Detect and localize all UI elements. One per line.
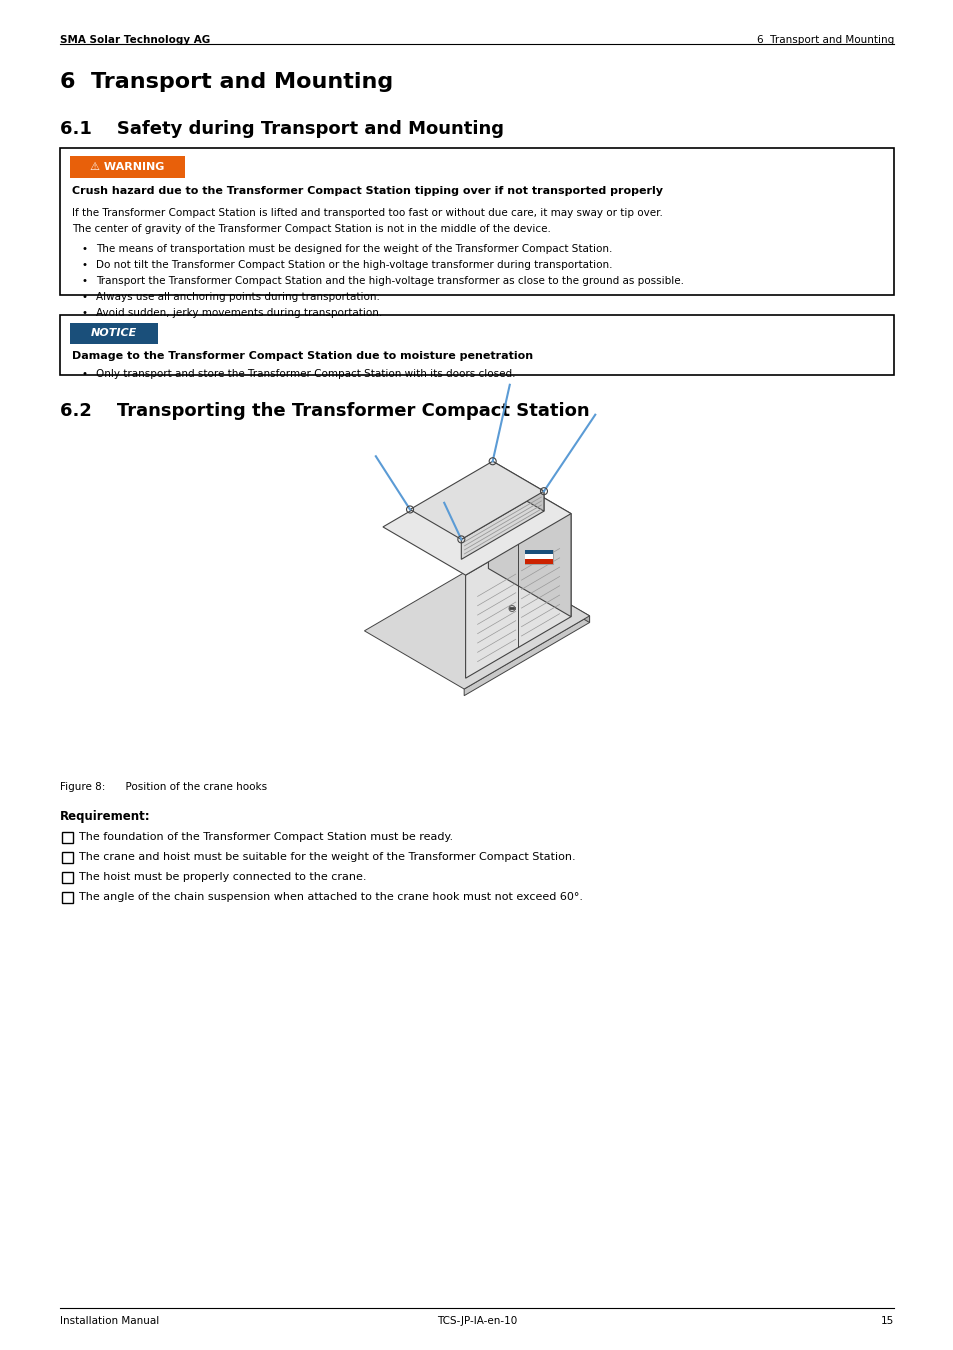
Polygon shape <box>461 491 543 559</box>
Polygon shape <box>488 466 571 617</box>
Polygon shape <box>465 513 571 678</box>
Text: •: • <box>82 308 88 319</box>
Text: •: • <box>82 244 88 254</box>
Text: ⚠ WARNING: ⚠ WARNING <box>91 162 165 171</box>
Text: The foundation of the Transformer Compact Station must be ready.: The foundation of the Transformer Compac… <box>79 832 453 842</box>
Bar <box>60 315 893 375</box>
Text: •: • <box>82 292 88 302</box>
Polygon shape <box>464 616 589 695</box>
Polygon shape <box>364 558 589 688</box>
Bar <box>70 323 158 344</box>
Text: The center of gravity of the Transformer Compact Station is not in the middle of: The center of gravity of the Transformer… <box>71 224 550 234</box>
Text: Requirement:: Requirement: <box>60 810 151 824</box>
Text: 6.1    Safety during Transport and Mounting: 6.1 Safety during Transport and Mounting <box>60 120 503 138</box>
Text: Installation Manual: Installation Manual <box>60 1316 159 1326</box>
Text: Damage to the Transformer Compact Station due to moisture penetration: Damage to the Transformer Compact Statio… <box>71 351 533 360</box>
Text: 6.2    Transporting the Transformer Compact Station: 6.2 Transporting the Transformer Compact… <box>60 402 589 420</box>
Text: The crane and hoist must be suitable for the weight of the Transformer Compact S: The crane and hoist must be suitable for… <box>79 852 575 863</box>
Bar <box>62 852 73 863</box>
Text: Do not tilt the Transformer Compact Station or the high-voltage transformer duri: Do not tilt the Transformer Compact Stat… <box>96 261 612 270</box>
Text: Avoid sudden, jerky movements during transportation.: Avoid sudden, jerky movements during tra… <box>96 308 382 319</box>
Bar <box>524 554 552 559</box>
Text: Always use all anchoring points during transportation.: Always use all anchoring points during t… <box>96 292 379 302</box>
Text: Figure 8:    Position of the crane hooks: Figure 8: Position of the crane hooks <box>60 782 267 792</box>
Text: Transport the Transformer Compact Station and the high-voltage transformer as cl: Transport the Transformer Compact Statio… <box>96 275 683 286</box>
Text: The angle of the chain suspension when attached to the crane hook must not excee: The angle of the chain suspension when a… <box>79 892 582 902</box>
Text: NOTICE: NOTICE <box>91 328 137 339</box>
Bar <box>524 559 552 563</box>
Text: The means of transportation must be designed for the weight of the Transformer C: The means of transportation must be desi… <box>96 244 612 254</box>
Text: •: • <box>82 369 88 379</box>
Text: 15: 15 <box>880 1316 893 1326</box>
Polygon shape <box>489 558 589 622</box>
Bar <box>70 157 185 178</box>
Bar <box>62 832 73 842</box>
Bar <box>60 148 893 296</box>
Text: SMA: SMA <box>531 554 545 559</box>
Text: If the Transformer Compact Station is lifted and transported too fast or without: If the Transformer Compact Station is li… <box>71 208 662 217</box>
Polygon shape <box>492 462 543 512</box>
Text: •: • <box>82 261 88 270</box>
Bar <box>62 892 73 903</box>
Bar <box>524 549 552 553</box>
Text: Only transport and store the Transformer Compact Station with its doors closed.: Only transport and store the Transformer… <box>96 369 515 379</box>
Text: TCS-JP-IA-en-10: TCS-JP-IA-en-10 <box>436 1316 517 1326</box>
Text: Crush hazard due to the Transformer Compact Station tipping over if not transpor: Crush hazard due to the Transformer Comp… <box>71 186 662 196</box>
Text: 6  Transport and Mounting: 6 Transport and Mounting <box>60 72 393 92</box>
Bar <box>62 872 73 883</box>
Bar <box>524 549 552 563</box>
Text: The hoist must be properly connected to the crane.: The hoist must be properly connected to … <box>79 872 366 882</box>
Text: 6  Transport and Mounting: 6 Transport and Mounting <box>756 35 893 45</box>
Polygon shape <box>382 466 571 575</box>
Text: •: • <box>82 275 88 286</box>
Text: SMA Solar Technology AG: SMA Solar Technology AG <box>60 35 210 45</box>
Polygon shape <box>410 462 543 540</box>
